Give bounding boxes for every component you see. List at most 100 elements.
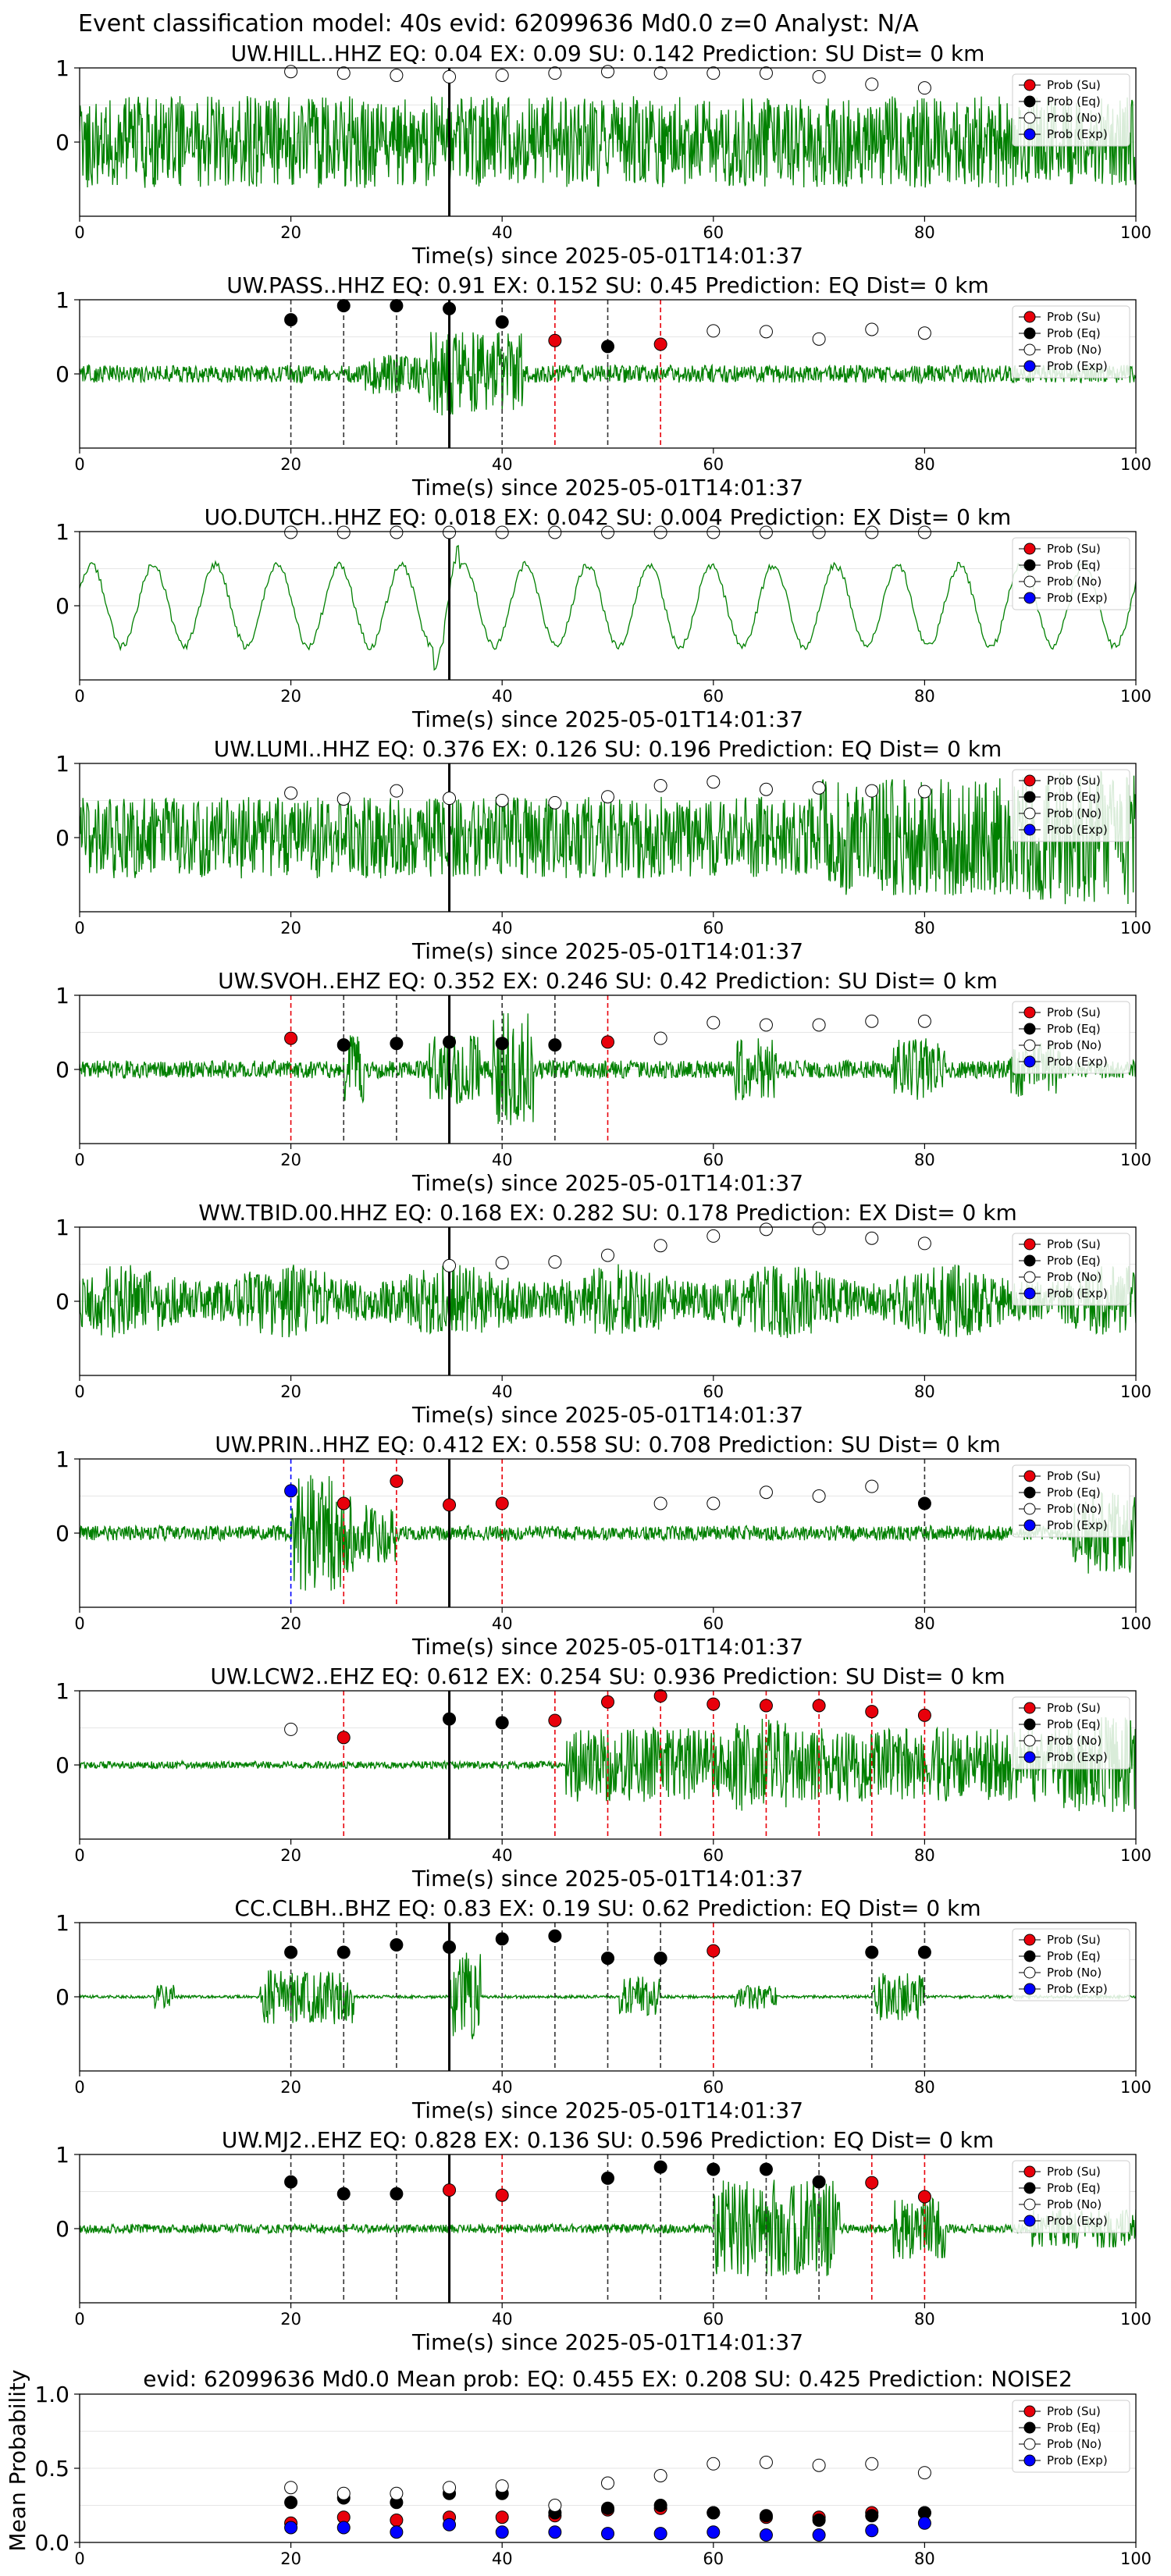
probability-point xyxy=(707,1697,721,1711)
x-tick-label: 80 xyxy=(914,1614,935,1633)
x-tick-label: 60 xyxy=(703,1846,724,1865)
legend-label: Prob (Exp) xyxy=(1047,359,1108,373)
x-tick-label: 60 xyxy=(703,2310,724,2329)
mean-probability-point xyxy=(336,2521,351,2535)
probability-point xyxy=(336,1945,351,1959)
probability-point xyxy=(336,66,351,80)
x-tick-label: 0 xyxy=(74,687,84,706)
probability-point xyxy=(443,1258,457,1272)
legend-label: Prob (Su) xyxy=(1047,1701,1101,1715)
x-tick-label: 0 xyxy=(74,1382,84,1401)
legend-label: Prob (Eq) xyxy=(1047,2421,1101,2435)
y-tick-label: 0 xyxy=(55,2216,69,2242)
legend-label: Prob (Eq) xyxy=(1047,790,1101,804)
mean-probability-point xyxy=(759,2455,773,2469)
probability-point xyxy=(917,1014,931,1028)
legend-label: Prob (Su) xyxy=(1047,1237,1101,1251)
probability-point xyxy=(601,1695,614,1709)
panel-title: UW.PRIN..HHZ EQ: 0.412 EX: 0.558 SU: 0.7… xyxy=(215,1432,1001,1457)
mean-probability-point xyxy=(707,2506,721,2520)
probability-point xyxy=(284,1945,298,1959)
legend-marker xyxy=(1023,1486,1036,1499)
probability-point xyxy=(759,782,773,796)
legend-label: Prob (Su) xyxy=(1047,78,1101,92)
legend-label: Prob (Eq) xyxy=(1047,1254,1101,1268)
x-tick-label: 0 xyxy=(74,223,84,242)
panel-title: UW.LCW2..EHZ EQ: 0.612 EX: 0.254 SU: 0.9… xyxy=(210,1663,1005,1689)
legend-marker xyxy=(1023,311,1036,323)
x-tick-label: 40 xyxy=(492,687,513,706)
x-tick-label: 20 xyxy=(280,455,301,474)
legend-marker xyxy=(1023,1470,1036,1482)
x-axis-label: Time(s) since 2025-05-01T14:01:37 xyxy=(411,1170,803,1196)
x-tick-label: 20 xyxy=(280,1151,301,1169)
y-axis-label: Mean Probability xyxy=(5,2369,30,2551)
mean-probability-point xyxy=(284,2481,298,2495)
probability-point xyxy=(653,337,667,351)
x-tick-label: 80 xyxy=(914,1846,935,1865)
waveform-trace xyxy=(80,1264,1136,1339)
x-tick-label: 80 xyxy=(914,1151,935,1169)
legend-label: Prob (Exp) xyxy=(1047,1750,1108,1764)
panel-title: UW.HILL..HHZ EQ: 0.04 EX: 0.09 SU: 0.142… xyxy=(231,41,985,66)
x-tick-label: 60 xyxy=(703,1614,724,1633)
probability-point xyxy=(707,1944,721,1958)
probability-point xyxy=(495,1256,509,1270)
legend-marker xyxy=(1023,327,1036,340)
mean-probability-point xyxy=(759,2528,773,2542)
probability-point xyxy=(707,775,721,789)
station-panel: UW.PASS..HHZ EQ: 0.91 EX: 0.152 SU: 0.45… xyxy=(55,272,1151,500)
legend-marker xyxy=(1023,2215,1036,2227)
station-panel: UW.SVOH..EHZ EQ: 0.352 EX: 0.246 SU: 0.4… xyxy=(55,968,1151,1196)
y-tick-label: 0.0 xyxy=(34,2530,69,2556)
mean-probability-point xyxy=(917,2516,931,2530)
legend-marker xyxy=(1023,1006,1036,1019)
probability-point xyxy=(653,2160,667,2174)
probability-point xyxy=(284,786,298,800)
x-axis-label: Time(s) since 2025-05-01T14:01:37 xyxy=(411,1402,803,1428)
mean-probability-point xyxy=(548,2499,562,2512)
legend-marker xyxy=(1023,1702,1036,1714)
legend-label: Prob (No) xyxy=(1047,806,1102,820)
probability-point xyxy=(495,1716,509,1730)
legend-marker xyxy=(1023,791,1036,803)
probability-point xyxy=(865,322,879,336)
figure-title: Event classification model: 40s evid: 62… xyxy=(78,10,919,37)
legend-label: Prob (No) xyxy=(1047,343,1102,357)
mean-probability-point xyxy=(601,2476,614,2490)
legend-marker xyxy=(1023,2198,1036,2211)
probability-point xyxy=(917,1496,931,1510)
mean-probability-point xyxy=(495,2525,509,2539)
panel-title: UW.LUMI..HHZ EQ: 0.376 EX: 0.126 SU: 0.1… xyxy=(214,736,1002,762)
legend-marker xyxy=(1023,360,1036,372)
probability-point xyxy=(917,525,931,539)
mean-probability-point xyxy=(336,2486,351,2500)
x-tick-label: 100 xyxy=(1120,919,1151,938)
x-tick-label: 60 xyxy=(703,1151,724,1169)
probability-point xyxy=(653,66,667,80)
y-tick-label: 1 xyxy=(55,1215,69,1240)
y-tick-label: 1 xyxy=(55,1910,69,1936)
mean-probability-point xyxy=(707,2525,721,2539)
legend-marker xyxy=(1023,1519,1036,1532)
probability-point xyxy=(443,1712,457,1726)
probability-point xyxy=(812,525,826,539)
x-tick-label: 0 xyxy=(74,455,84,474)
legend-marker xyxy=(1023,1950,1036,1962)
x-tick-label: 20 xyxy=(280,2549,301,2568)
probability-point xyxy=(443,1498,457,1512)
probability-point xyxy=(653,1496,667,1510)
probability-point xyxy=(443,1940,457,1954)
legend-box xyxy=(1012,73,1130,147)
x-tick-label: 80 xyxy=(914,455,935,474)
probability-point xyxy=(707,2162,721,2176)
probability-point xyxy=(495,315,509,329)
legend-label: Prob (Su) xyxy=(1047,310,1101,324)
probability-point xyxy=(390,2186,404,2201)
probability-point xyxy=(812,1018,826,1032)
mean-probability-point xyxy=(707,2457,721,2471)
legend-marker xyxy=(1023,1238,1036,1251)
x-tick-label: 20 xyxy=(280,223,301,242)
legend-marker xyxy=(1023,1934,1036,1946)
